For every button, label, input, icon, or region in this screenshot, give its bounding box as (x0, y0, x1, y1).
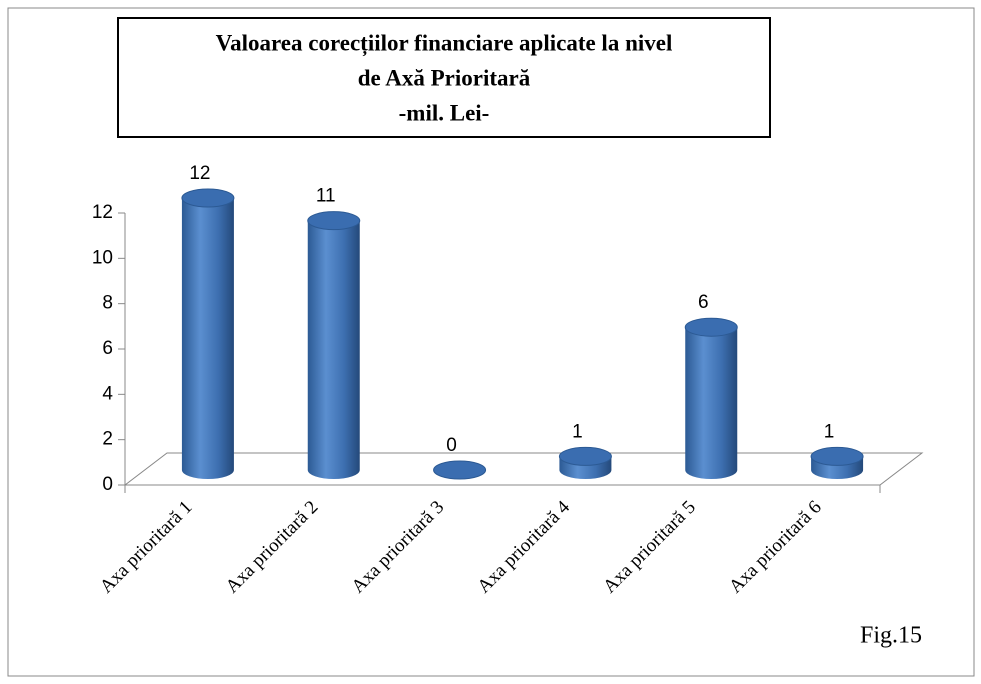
x-tick-label: Axa prioritară 4 (473, 496, 574, 597)
bar (810, 446, 864, 479)
frame (7, 7, 975, 677)
bar-top (810, 446, 864, 466)
bar (307, 211, 361, 479)
data-label: 6 (698, 292, 709, 313)
data-label: 0 (446, 435, 457, 456)
y-tick-label: 0 (102, 474, 113, 495)
y-tick-label: 4 (102, 383, 113, 404)
bar (558, 446, 612, 479)
chart-title: -mil. Lei- (399, 100, 490, 125)
y-tick-label: 8 (102, 293, 113, 314)
bar (181, 188, 235, 479)
x-tick-label: Axa prioritară 6 (725, 497, 826, 598)
title-box (117, 17, 771, 138)
bar-top (181, 188, 235, 208)
data-label: 1 (824, 421, 835, 442)
data-label: 1 (572, 421, 583, 442)
floor (123, 452, 924, 486)
bar-body (685, 327, 738, 479)
bar (433, 460, 487, 480)
bar-top (684, 317, 738, 337)
chart-title: Valoarea corecțiilor financiare aplicate… (216, 30, 673, 56)
y-tick-label: 6 (102, 338, 113, 359)
figure-label: Fig.15 (860, 623, 922, 649)
data-label: 12 (189, 163, 210, 184)
bar-top (558, 446, 612, 466)
x-tick-label: Axa prioritară 5 (599, 497, 700, 598)
bar (684, 317, 738, 479)
bar-top (307, 211, 361, 231)
data-label: 11 (316, 186, 336, 207)
y-tick-label: 12 (92, 202, 113, 223)
bar-body (307, 220, 360, 479)
bar-top (433, 460, 487, 480)
bar-body (181, 198, 234, 479)
x-tick-label: Axa prioritară 2 (222, 497, 323, 598)
chart-title: de Axă Prioritară (358, 65, 531, 90)
x-tick-label: Axa prioritară 1 (96, 497, 197, 598)
y-tick-label: 2 (102, 429, 113, 450)
y-tick-label: 10 (92, 247, 113, 268)
x-tick-label: Axa prioritară 3 (348, 497, 449, 598)
